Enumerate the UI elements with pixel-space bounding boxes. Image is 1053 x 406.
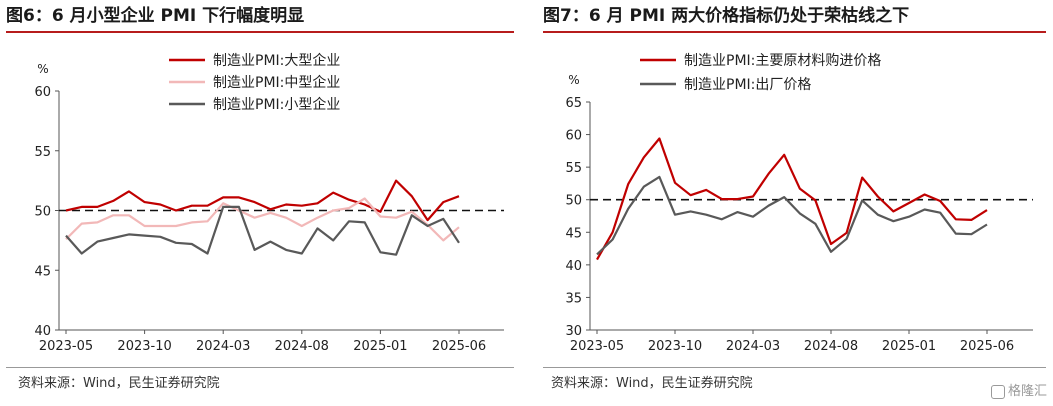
- x-tick-label: 2024-03: [726, 339, 780, 354]
- chart-left-plot: % 40 45 50 55 60 2023-05 2023-10 2024-03 2024-08 2…: [34, 52, 504, 354]
- x-tick-label: 2024-03: [196, 339, 250, 354]
- watermark-icon: [990, 384, 1005, 399]
- legend-label-2: 制造业PMI:出厂价格: [684, 77, 811, 93]
- chart-left-source: 资料来源：Wind，民生证券研究院: [18, 376, 220, 391]
- y-unit-label: %: [568, 73, 579, 87]
- chart-right-source-rule: [543, 367, 1046, 368]
- y-tick-label: 45: [565, 226, 582, 241]
- x-tick-label: 2023-10: [117, 339, 171, 354]
- y-tick-label: 45: [34, 264, 51, 279]
- y-tick-label: 65: [565, 96, 582, 111]
- x-tick-label: 2023-05: [39, 339, 93, 354]
- y-tick-label: 30: [565, 324, 582, 339]
- x-tick-label: 2024-08: [804, 339, 858, 354]
- legend-label-3: 制造业PMI:小型企业: [213, 96, 340, 113]
- x-tick-label: 2025-01: [882, 339, 936, 354]
- y-tick-label: 40: [34, 324, 51, 339]
- x-tick-label: 2025-06: [432, 339, 486, 354]
- chart-right-source: 资料来源：Wind，民生证券研究院: [551, 376, 753, 391]
- chart-right-plot: % 30 35 40 45 50 55 60 65 2023-05 2023-10 2024-03 20…: [565, 53, 1033, 354]
- chart-right-title: 图7：6 月 PMI 两大价格指标仍处于荣枯线之下: [543, 6, 910, 26]
- y-tick-label: 60: [565, 129, 582, 144]
- chart-right-title-rule: [543, 31, 1046, 33]
- chart-left-source-rule: [6, 367, 514, 368]
- y-tick-label: 40: [565, 259, 582, 274]
- series-line-1: [596, 137, 988, 261]
- series-line-2: [65, 197, 460, 242]
- legend-label-2: 制造业PMI:中型企业: [213, 74, 340, 91]
- watermark-text: 格隆汇: [1007, 384, 1047, 399]
- x-tick-label: 2024-08: [275, 339, 329, 354]
- chart-left-title: 图6：6 月小型企业 PMI 下行幅度明显: [6, 6, 305, 26]
- x-tick-label: 2025-01: [353, 339, 407, 354]
- y-tick-label: 60: [34, 85, 51, 100]
- y-tick-label: 55: [565, 161, 582, 176]
- series-line-2: [596, 175, 988, 256]
- x-tick-label: 2025-06: [960, 339, 1014, 354]
- x-tick-label: 2023-10: [648, 339, 702, 354]
- series-line-3: [65, 205, 460, 256]
- chart-left-title-rule: [6, 31, 514, 33]
- y-tick-label: 50: [34, 205, 51, 220]
- y-tick-label: 35: [565, 291, 582, 306]
- watermark-logo: 格隆汇: [990, 380, 1047, 399]
- legend-label-1: 制造业PMI:大型企业: [213, 52, 340, 69]
- legend-label-1: 制造业PMI:主要原材料购进价格: [684, 53, 881, 69]
- y-unit-label: %: [37, 62, 48, 76]
- y-tick-label: 50: [565, 194, 582, 209]
- series-line-1: [65, 179, 460, 222]
- y-tick-label: 55: [34, 145, 51, 160]
- x-tick-label: 2023-05: [570, 339, 624, 354]
